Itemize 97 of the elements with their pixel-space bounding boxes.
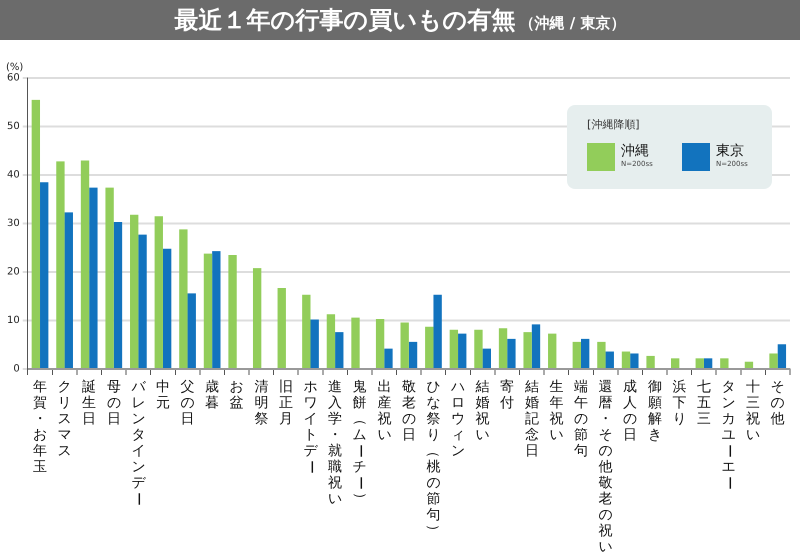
bar	[630, 353, 639, 368]
bar	[335, 332, 344, 368]
x-tick-label: 端午の節句	[572, 379, 589, 459]
x-tick-label: 寄付	[499, 379, 516, 411]
y-tick-label: 60	[6, 72, 20, 84]
bar	[646, 356, 655, 368]
bar	[580, 338, 590, 368]
bar	[154, 216, 163, 368]
bar	[622, 352, 630, 368]
bar	[130, 214, 138, 368]
y-tick-label: 50	[6, 121, 20, 132]
legend-label: 東京	[716, 142, 744, 160]
bar	[769, 353, 778, 368]
bar	[162, 248, 172, 368]
x-tick-label: お盆	[228, 379, 245, 411]
chart-subtitle: （沖縄 / 東京）	[520, 14, 626, 32]
bar	[458, 334, 466, 368]
x-tick-label: クリスマス	[56, 379, 73, 459]
bar	[80, 160, 90, 368]
y-tick-label: 10	[6, 315, 20, 326]
bar	[720, 358, 729, 368]
x-tick-label: 中元	[154, 379, 171, 411]
bar	[138, 234, 147, 368]
bar	[114, 222, 122, 368]
bar	[450, 330, 458, 368]
bar	[40, 182, 48, 368]
y-tick-label: 20	[6, 266, 20, 278]
category-label: 還暦・その他敬老の祝い	[598, 379, 613, 553]
bar	[56, 161, 65, 368]
bar	[351, 318, 360, 368]
x-tick-label: ハロウィン	[450, 379, 466, 459]
bar	[408, 342, 418, 368]
bar	[32, 100, 40, 368]
x-tick-label: 歳暮	[204, 379, 220, 411]
bar	[744, 362, 754, 368]
x-tick-label: 十三祝い	[745, 379, 762, 443]
x-tick-label: タンカユーエー	[720, 379, 738, 492]
x-tick-label: 母の日	[106, 379, 122, 427]
x-tick-label: 七五三	[696, 379, 712, 427]
x-tick-label: 鬼餅（ムーチー）	[350, 379, 369, 508]
chart-title: 最近１年の行事の買いもの有無	[174, 6, 516, 34]
bar	[532, 324, 540, 368]
x-tick-label: 出産祝い	[376, 379, 392, 443]
bar	[606, 352, 614, 368]
x-tick-label: 結婚祝い	[474, 379, 491, 443]
bar	[425, 326, 434, 368]
x-tick-label: 父の日	[180, 379, 196, 427]
bar	[400, 322, 409, 368]
bar	[670, 358, 680, 368]
bar	[704, 358, 712, 368]
x-tick-label: バレンタインデー	[129, 379, 148, 508]
x-tick-label: 結婚記念日	[524, 379, 540, 459]
x-tick-label: 年賀・お年玉	[32, 379, 48, 475]
x-tick-label: 御願解き	[646, 379, 663, 443]
x-tick-label: 旧正月	[278, 379, 294, 427]
x-tick-label: 誕生日	[81, 379, 98, 427]
bar	[89, 188, 98, 368]
bar	[302, 294, 311, 368]
bar	[179, 229, 188, 368]
bar	[474, 330, 483, 368]
x-tick-label: その他	[770, 379, 786, 427]
bar	[696, 358, 704, 368]
bar	[252, 268, 262, 368]
bar	[228, 255, 237, 368]
bar	[278, 288, 286, 368]
bar	[105, 188, 114, 368]
bar	[523, 332, 532, 368]
bar	[548, 334, 556, 368]
x-tick-label: ホワイトデー	[302, 379, 320, 476]
bar	[572, 342, 581, 368]
bar	[376, 319, 384, 368]
category-label: ひな祭り（桃の節句）	[425, 379, 442, 538]
x-tick-label: 生年祝い	[548, 379, 564, 443]
x-tick-label: 進入学・就職祝い	[327, 379, 344, 507]
bar	[188, 293, 196, 368]
y-tick-label: 0	[13, 364, 20, 375]
bar	[778, 344, 786, 368]
x-tick-label: 敬老の日	[400, 379, 417, 443]
legend-title: [沖縄降順]	[587, 117, 640, 132]
bar	[433, 294, 442, 368]
x-tick-label: 浜下り	[671, 379, 688, 427]
bar	[482, 348, 491, 368]
y-tick-label: 40	[6, 170, 20, 181]
bar	[64, 212, 73, 368]
y-axis-title: (%)	[6, 62, 24, 73]
bar	[326, 314, 336, 368]
bar	[597, 342, 606, 368]
bar	[212, 251, 221, 368]
bar	[204, 254, 212, 368]
bar	[310, 320, 319, 368]
x-tick-label: 清明祭	[253, 379, 270, 427]
bar	[498, 328, 508, 368]
bar	[384, 348, 393, 368]
bar	[507, 338, 516, 368]
x-tick-label: 成人の日	[622, 379, 638, 443]
y-tick-label: 30	[6, 218, 20, 230]
legend-label: 沖縄	[621, 142, 649, 160]
